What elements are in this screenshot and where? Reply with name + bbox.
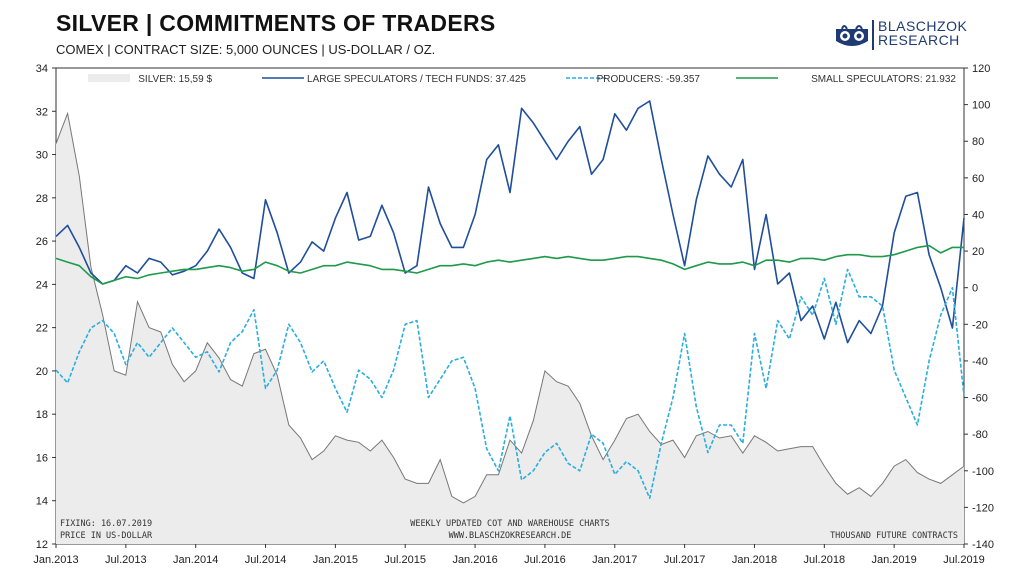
left-axis-ticks: 12 14 16 18 20 22 24 26 28 30 32 34 <box>36 63 56 551</box>
series-line-2 <box>55 268 965 499</box>
x-tick-label: Jul.2013 <box>105 554 147 566</box>
left-tick-label: 12 <box>36 539 48 551</box>
x-tick-label: Jul.2015 <box>384 554 426 566</box>
left-tick-label: 32 <box>36 106 48 118</box>
note-fixing: FIXING: 16.07.2019 <box>60 519 152 529</box>
left-tick-label: 28 <box>36 193 48 205</box>
legend-swatch <box>88 74 130 82</box>
x-tick-label: Jul.2014 <box>245 554 287 566</box>
right-tick-label: 100 <box>972 100 990 112</box>
right-axis-ticks: -140 -120 -100 -80 -60 -40 -20 0 20 40 60 80 100 120 <box>964 63 994 551</box>
x-tick-label: Jul.2019 <box>943 554 985 566</box>
x-tick-label: Jan.2018 <box>732 554 777 566</box>
lion-crest-icon <box>836 25 868 46</box>
x-tick-label: Jul.2017 <box>664 554 706 566</box>
silver-price-line <box>55 111 965 504</box>
note-website: WWW.BLASCHZOKRESEARCH.DE <box>449 531 572 541</box>
note-weekly: WEEKLY UPDATED COT AND WAREHOUSE CHARTS <box>410 519 610 529</box>
right-tick-label: 80 <box>972 136 984 148</box>
right-tick-label: 20 <box>972 246 984 258</box>
x-tick-label: Jan.2013 <box>33 554 78 566</box>
right-tick-label: -100 <box>972 466 994 478</box>
x-axis-ticks: Jan.2013 Jul.2013 Jan.2014 Jul.2014 Jan.2015… <box>33 544 985 566</box>
left-tick-label: 24 <box>36 279 48 291</box>
logo-divider <box>872 20 874 50</box>
legend-label: SMALL SPECULATORS: 21.932 <box>811 74 956 85</box>
right-tick-label: -80 <box>972 429 988 441</box>
right-tick-label: -60 <box>972 393 988 405</box>
left-tick-label: 34 <box>36 63 48 75</box>
x-tick-label: Jan.2016 <box>452 554 497 566</box>
right-tick-label: -40 <box>972 356 988 368</box>
chart-title: SILVER | COMMITMENTS OF TRADERS <box>56 10 496 36</box>
logo-line-1: BLASCHZOK <box>878 18 968 34</box>
logo-text: BLASCHZOK RESEARCH <box>878 19 967 47</box>
legend-label: PRODUCERS: -59.357 <box>597 74 701 85</box>
right-tick-label: -120 <box>972 502 994 514</box>
note-price-unit: PRICE IN US-DOLLAR <box>60 531 153 541</box>
left-tick-label: 20 <box>36 366 48 378</box>
x-tick-label: Jan.2019 <box>872 554 917 566</box>
right-tick-label: 120 <box>972 63 990 75</box>
series-line-3 <box>55 244 964 285</box>
x-tick-label: Jan.2015 <box>313 554 358 566</box>
legend-label: LARGE SPECULATORS / TECH FUNDS: 37.425 <box>307 74 526 85</box>
series-lines-layer <box>55 100 965 499</box>
chart-legend: SILVER: 15,59 $ LARGE SPECULATORS / TECH … <box>88 74 956 85</box>
legend-label: SILVER: 15,59 $ <box>138 74 212 85</box>
left-tick-label: 16 <box>36 452 48 464</box>
silver-area-layer <box>55 111 965 545</box>
left-tick-label: 30 <box>36 150 48 162</box>
right-tick-label: 40 <box>972 209 984 221</box>
note-contracts: THOUSAND FUTURE CONTRACTS <box>830 531 958 541</box>
series-line-1 <box>55 100 965 344</box>
brand-logo: BLASCHZOK RESEARCH <box>834 19 984 53</box>
right-tick-label: 0 <box>972 283 978 295</box>
x-tick-label: Jan.2014 <box>173 554 218 566</box>
silver-price-area <box>56 113 964 545</box>
right-tick-label: -20 <box>972 319 988 331</box>
right-tick-label: -140 <box>972 539 994 551</box>
x-tick-label: Jul.2016 <box>524 554 566 566</box>
left-tick-label: 26 <box>36 236 48 248</box>
x-tick-label: Jan.2017 <box>592 554 637 566</box>
right-tick-label: 60 <box>972 173 984 185</box>
left-tick-label: 14 <box>36 496 48 508</box>
chart-subtitle: COMEX | CONTRACT SIZE: 5,000 OUNCES | US… <box>56 42 436 57</box>
logo-line-2: RESEARCH <box>878 32 960 48</box>
left-tick-label: 22 <box>36 323 48 335</box>
x-tick-label: Jul.2018 <box>804 554 846 566</box>
left-tick-label: 18 <box>36 409 48 421</box>
